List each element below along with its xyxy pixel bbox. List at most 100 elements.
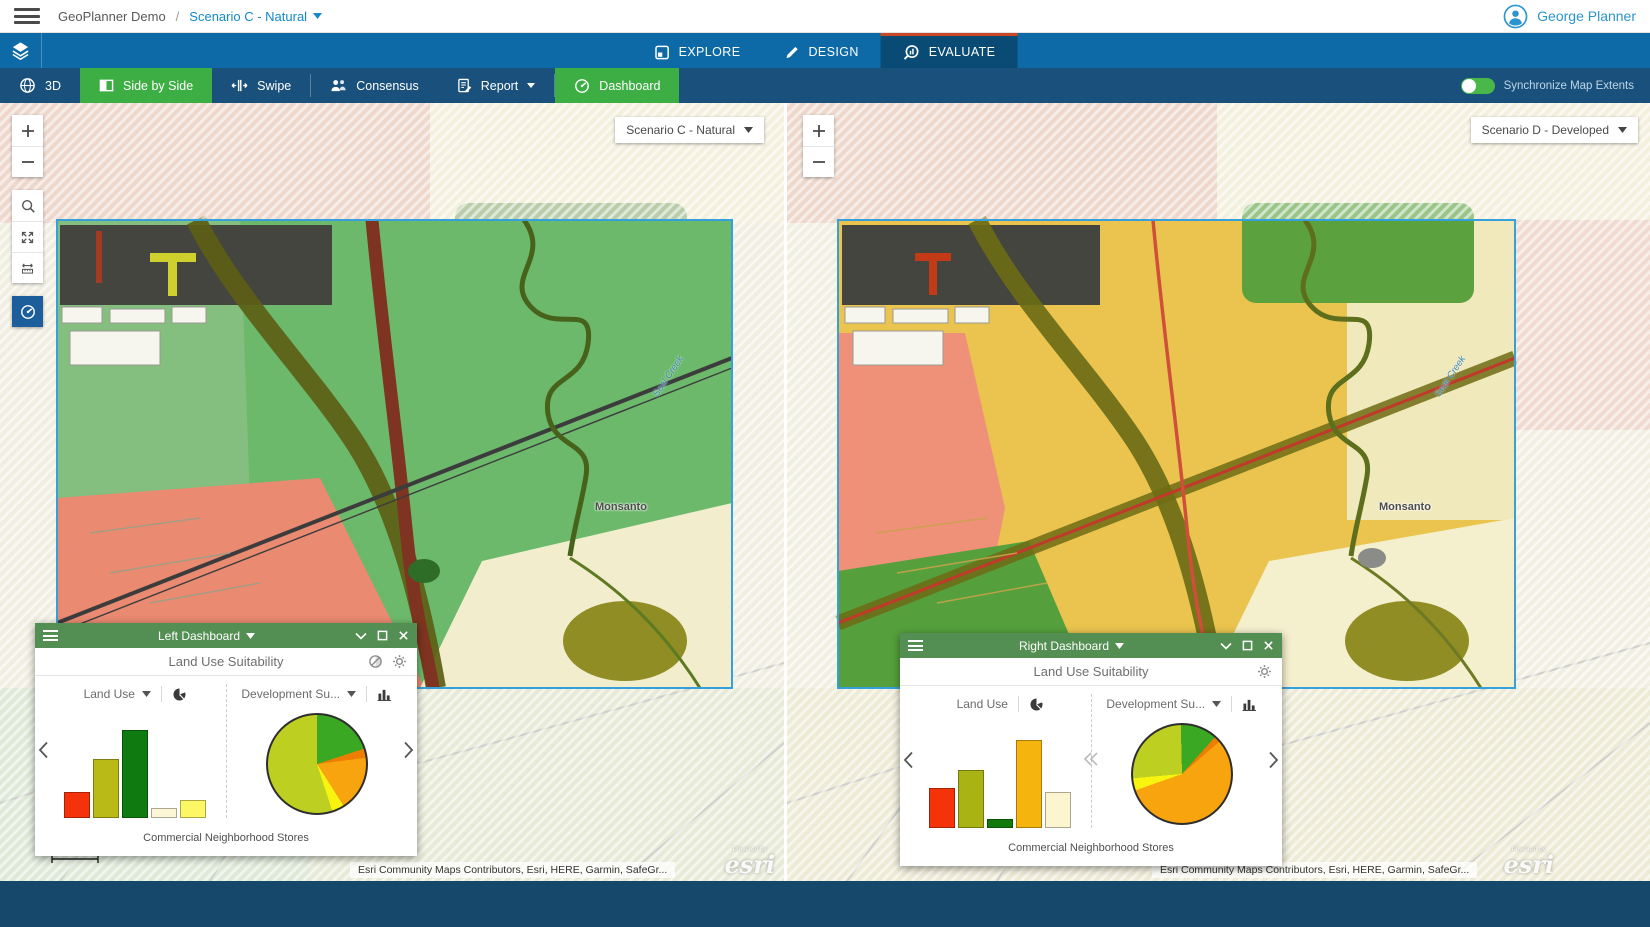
plus-icon xyxy=(812,124,825,137)
report-button[interactable]: Report xyxy=(438,68,555,103)
chevron-down-icon xyxy=(527,83,536,88)
chart-selector-label[interactable]: Development Su... xyxy=(241,687,341,701)
user-avatar-icon xyxy=(1503,4,1528,28)
map-attribution: Esri Community Maps Contributors, Esri, … xyxy=(1152,862,1478,878)
pie-chart-icon[interactable] xyxy=(1029,697,1044,712)
widget-title: Land Use Suitability xyxy=(1033,664,1149,679)
panel-collapse-icon[interactable] xyxy=(1220,642,1232,650)
side-by-side-icon xyxy=(99,79,114,92)
breadcrumb: GeoPlanner Demo / Scenario C - Natural xyxy=(58,8,323,24)
visibility-icon[interactable] xyxy=(368,654,383,669)
user-menu[interactable]: George Planner xyxy=(1503,4,1636,29)
left-scenario-label: Scenario C - Natural xyxy=(626,123,735,137)
chart-footer-label: Commercial Neighborhood Stores xyxy=(1008,842,1174,854)
swipe-button[interactable]: Swipe xyxy=(212,68,310,103)
development-suitability-pie-chart[interactable] xyxy=(265,713,368,815)
breadcrumb-app-title[interactable]: GeoPlanner Demo xyxy=(58,8,166,24)
panel-menu-icon[interactable] xyxy=(908,640,923,651)
panel-close-icon[interactable] xyxy=(1263,640,1274,651)
gear-icon[interactable] xyxy=(392,654,407,669)
breadcrumb-scenario-label: Scenario C - Natural xyxy=(189,8,308,24)
toolbar-separator xyxy=(310,74,312,97)
top-header: GeoPlanner Demo / Scenario C - Natural G… xyxy=(0,0,1650,33)
dashboard-tool-button[interactable] xyxy=(12,296,43,327)
sync-extents-label: Synchronize Map Extents xyxy=(1503,79,1634,92)
carousel-prev-icon[interactable] xyxy=(38,741,49,759)
layers-icon xyxy=(12,42,29,60)
3d-button[interactable]: 3D xyxy=(0,68,80,103)
sync-extents-toggle[interactable]: Synchronize Map Extents xyxy=(1460,68,1650,103)
carousel-prev-icon[interactable] xyxy=(903,751,914,769)
evaluate-icon xyxy=(903,44,919,60)
right-scenario-select[interactable]: Scenario D - Developed xyxy=(1470,117,1638,143)
left-scenario-select[interactable]: Scenario C - Natural xyxy=(615,117,764,143)
swipe-icon xyxy=(231,79,248,92)
chevron-down-icon xyxy=(1618,127,1627,133)
development-suitability-chart-card: Development Su... xyxy=(233,682,402,820)
widget-title: Land Use Suitability xyxy=(168,654,284,669)
carousel-next-icon[interactable] xyxy=(1268,751,1279,769)
tab-design[interactable]: DESIGN xyxy=(762,33,880,68)
tab-design-label: DESIGN xyxy=(808,45,859,59)
chevron-down-icon[interactable] xyxy=(347,691,357,697)
layers-button[interactable] xyxy=(0,33,42,68)
right-dashboard-header[interactable]: Right Dashboard xyxy=(900,633,1282,658)
tab-explore[interactable]: EXPLORE xyxy=(633,33,763,68)
explore-icon xyxy=(655,45,669,59)
chart-selector-label[interactable]: Land Use xyxy=(83,687,135,701)
minus-icon xyxy=(21,161,34,163)
chart-selector-label[interactable]: Land Use xyxy=(956,697,1008,711)
zoom-in-button[interactable] xyxy=(12,115,43,146)
mode-tabs: EXPLORE DESIGN EVALUATE xyxy=(633,33,1018,68)
side-by-side-button[interactable]: Side by Side xyxy=(79,68,213,103)
chart-selector-label[interactable]: Development Su... xyxy=(1106,697,1206,711)
dashboard-button[interactable]: Dashboard xyxy=(555,68,680,103)
zoom-in-button[interactable] xyxy=(803,115,834,146)
user-name: George Planner xyxy=(1537,8,1636,24)
right-dashboard-title-dropdown[interactable]: Right Dashboard xyxy=(923,639,1220,653)
zoom-out-button[interactable] xyxy=(12,146,43,177)
right-dashboard-panel: Right Dashboard Land Use Suitability xyxy=(900,633,1282,866)
carousel-next-icon[interactable] xyxy=(403,741,414,759)
left-map: Scenario C - Natural Monsanto Seal Creek… xyxy=(0,103,784,881)
panel-menu-icon[interactable] xyxy=(43,630,58,641)
panel-maximize-icon[interactable] xyxy=(1242,640,1253,651)
gear-icon[interactable] xyxy=(1257,664,1272,679)
toolbar-separator xyxy=(554,74,556,97)
breadcrumb-scenario-dropdown[interactable]: Scenario C - Natural xyxy=(189,8,323,24)
measure-icon xyxy=(22,263,33,274)
consensus-button[interactable]: Consensus xyxy=(311,68,438,103)
carousel-page-back-icon[interactable] xyxy=(1082,751,1100,767)
chevron-down-icon[interactable] xyxy=(1212,701,1222,707)
zoom-out-button[interactable] xyxy=(803,146,834,177)
chart-footer-label: Commercial Neighborhood Stores xyxy=(143,832,309,844)
panel-close-icon[interactable] xyxy=(398,630,409,641)
panel-collapse-icon[interactable] xyxy=(355,632,367,640)
breadcrumb-separator: / xyxy=(175,8,180,24)
bar-chart-icon[interactable] xyxy=(1242,698,1257,711)
left-dashboard-panel: Left Dashboard Land Use Suitability xyxy=(35,623,417,856)
primary-navbar: EXPLORE DESIGN EVALUATE xyxy=(0,33,1650,68)
chevron-down-icon[interactable] xyxy=(141,691,151,697)
consensus-people-icon xyxy=(331,80,346,92)
development-suitability-pie-chart[interactable] xyxy=(1130,723,1233,825)
panel-maximize-icon[interactable] xyxy=(377,630,388,641)
toggle-switch-icon xyxy=(1460,77,1495,94)
full-extent-button[interactable] xyxy=(12,221,43,252)
right-scenario-label: Scenario D - Developed xyxy=(1481,123,1609,137)
menu-icon[interactable] xyxy=(14,8,40,24)
bar-chart-icon[interactable] xyxy=(377,688,392,701)
chevron-down-icon xyxy=(1115,642,1125,649)
tab-evaluate[interactable]: EVALUATE xyxy=(880,33,1018,68)
footer-bar xyxy=(0,881,1650,927)
search-button[interactable] xyxy=(12,190,43,221)
plus-icon xyxy=(21,124,34,137)
measure-button[interactable] xyxy=(12,252,43,283)
map-split-view: Scenario C - Natural Monsanto Seal Creek… xyxy=(0,103,1650,881)
land-use-bar-chart[interactable] xyxy=(51,708,220,820)
left-dashboard-header[interactable]: Left Dashboard xyxy=(35,623,417,648)
pie-chart-icon[interactable] xyxy=(172,687,187,702)
land-use-bar-chart[interactable] xyxy=(916,718,1085,830)
left-dashboard-title-dropdown[interactable]: Left Dashboard xyxy=(58,629,355,643)
